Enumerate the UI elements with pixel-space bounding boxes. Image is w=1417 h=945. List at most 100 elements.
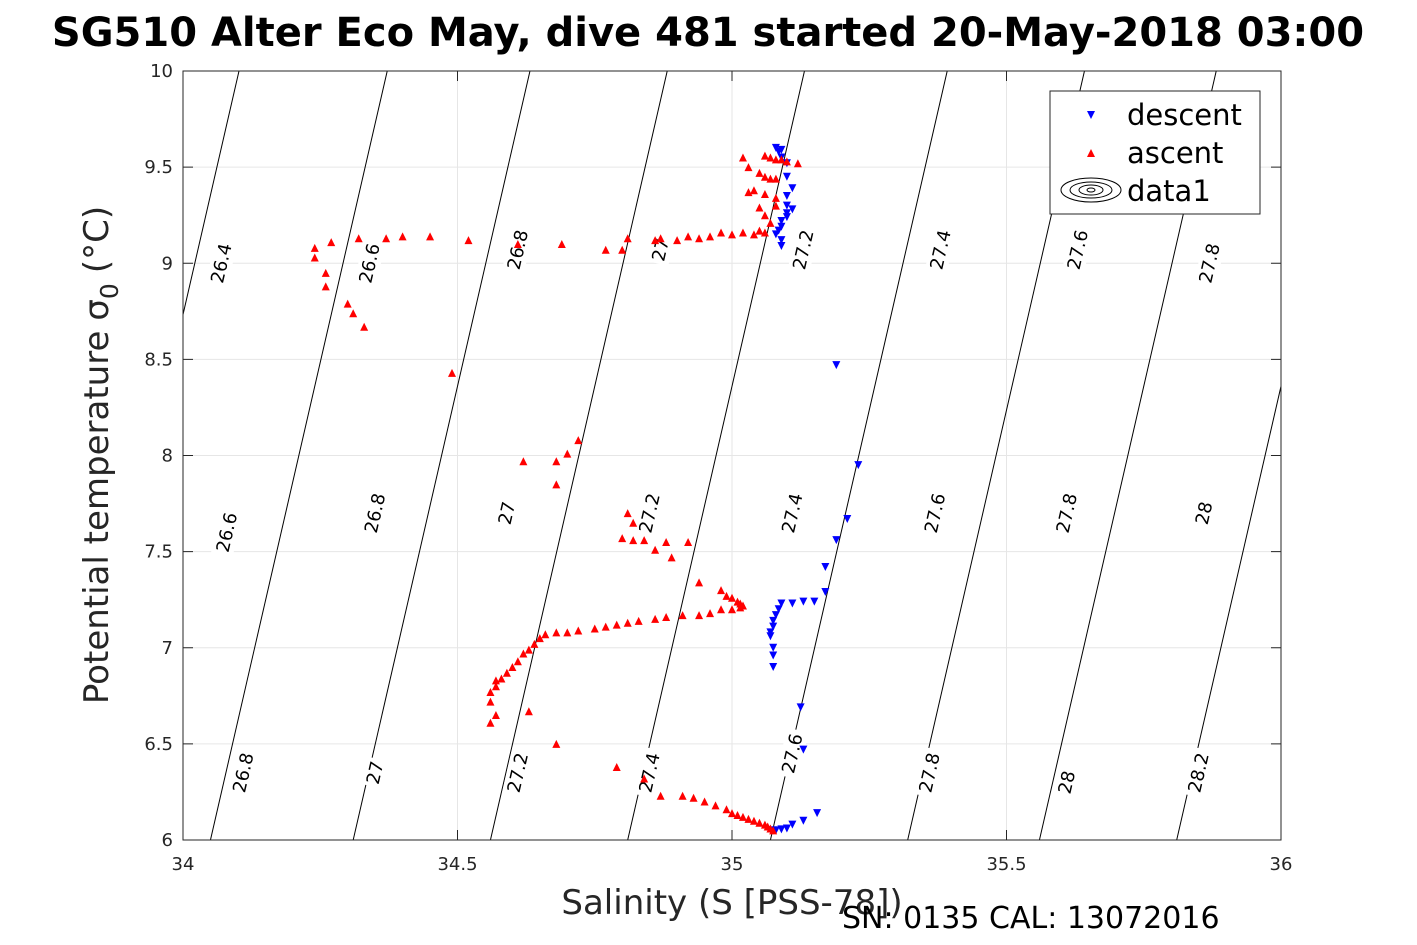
- ascent-point: [760, 172, 769, 181]
- isopycnal-label: 27.4: [633, 746, 666, 799]
- descent-point: [821, 563, 830, 572]
- x-tick-label: 34: [172, 854, 195, 875]
- ascent-point: [563, 449, 572, 458]
- ascent-point: [651, 614, 660, 623]
- descent-point: [788, 820, 797, 829]
- ascent-point: [448, 368, 457, 377]
- isopycnal-label-bg: [353, 237, 386, 290]
- ascent-point: [769, 826, 778, 835]
- isopycnal-label-bg: [501, 746, 534, 799]
- ascent-point: [782, 157, 791, 166]
- ascent-point: [557, 240, 566, 249]
- ascent-point: [744, 163, 753, 172]
- ascent-point: [524, 645, 533, 654]
- ascent-point: [722, 805, 731, 814]
- legend: descent ascent data1: [1049, 90, 1261, 215]
- isopycnal-27: [352, 71, 531, 840]
- isopycnal-label: 27: [361, 756, 390, 789]
- x-tick-label: 36: [1270, 854, 1293, 875]
- x-tick-label: 35: [721, 854, 744, 875]
- ascent-point: [623, 509, 632, 518]
- ascent-point: [662, 612, 671, 621]
- ascent-point: [771, 201, 780, 210]
- isopycnal-label-bg: [493, 497, 521, 530]
- ascent-point: [678, 611, 687, 620]
- descent-point: [788, 205, 797, 214]
- ascent-point: [689, 793, 698, 802]
- y-tick-label: 6: [162, 830, 173, 851]
- ascent-point: [519, 457, 528, 466]
- y-axis-label-unit: (°C): [77, 206, 117, 273]
- isopycnal-label: 27.2: [787, 223, 820, 276]
- isopycnal-label-bg: [787, 223, 820, 276]
- data-points: [310, 143, 863, 835]
- ascent-point: [667, 553, 676, 562]
- ascent-point: [574, 626, 583, 635]
- ascent-point: [349, 309, 358, 318]
- descent-point: [769, 643, 778, 652]
- descent-point: [777, 599, 786, 608]
- legend-box: [1049, 90, 1261, 215]
- descent-point: [777, 241, 786, 250]
- descent-point: [832, 536, 841, 545]
- ascent-point: [310, 253, 319, 262]
- x-tick-label: 35.5: [986, 854, 1026, 875]
- descent-point: [796, 703, 805, 712]
- ascent-point: [524, 707, 533, 716]
- descent-point: [777, 236, 786, 245]
- ascent-point: [766, 174, 775, 183]
- isopycnal-label-bg: [227, 746, 260, 799]
- y-tick-label: 9.5: [144, 157, 173, 178]
- ascent-point: [612, 620, 621, 629]
- x-axis-label: Salinity (S [PSS-78]): [561, 883, 902, 923]
- ascent-point: [706, 232, 715, 241]
- descent-point: [782, 824, 791, 833]
- ascent-point: [755, 203, 764, 212]
- ascent-point: [623, 618, 632, 627]
- x-tick-label: 34.5: [437, 854, 477, 875]
- ascent-point: [327, 238, 336, 247]
- y-tick-label: 6.5: [144, 734, 173, 755]
- descent-point: [843, 514, 852, 523]
- isopycnal-label-bg: [776, 727, 809, 780]
- y-axis-label: Potential temperature σ0 (°C): [77, 206, 124, 704]
- ascent-point: [398, 232, 407, 241]
- descent-point: [774, 605, 783, 614]
- ascent-point: [464, 236, 473, 245]
- isopycnal-label-bg: [205, 237, 238, 290]
- ascent-point: [502, 668, 511, 677]
- isopycnal-26-8: [209, 71, 388, 840]
- ascent-point: [535, 634, 544, 643]
- ascent-point: [695, 234, 704, 243]
- ascent-point: [771, 174, 780, 183]
- descent-point: [769, 662, 778, 671]
- ascent-point: [491, 676, 500, 685]
- ascent-point: [360, 322, 369, 331]
- descent-point: [782, 191, 791, 200]
- legend-data1-label: data1: [1127, 174, 1211, 208]
- ascent-point: [623, 234, 632, 243]
- isopycnal-27-6: [769, 71, 948, 840]
- isopycnal-label-bg: [1190, 497, 1218, 530]
- ascent-point: [552, 739, 561, 748]
- isopycnal-26-6: [183, 71, 240, 317]
- isopycnal-label-bg: [1061, 223, 1094, 276]
- ascent-point: [552, 628, 561, 637]
- ascent-point: [717, 586, 726, 595]
- ascent-point: [700, 797, 709, 806]
- ascent-point: [722, 591, 731, 600]
- isopycnal-label-bg: [919, 487, 952, 540]
- isopycnal-label: 28: [1190, 497, 1218, 530]
- serial-calibration-note: SN: 0135 CAL: 13072016: [842, 901, 1220, 936]
- ascent-point: [695, 578, 704, 587]
- y-axis-label-text: Potential temperature: [77, 331, 117, 704]
- descent-point: [782, 201, 791, 210]
- isopycnal-label-bg: [210, 506, 244, 559]
- ascent-point: [662, 538, 671, 547]
- ascent-point: [552, 457, 561, 466]
- ascent-point: [749, 230, 758, 239]
- ascent-point: [760, 228, 769, 237]
- ascent-point: [321, 282, 330, 291]
- ascent-point: [736, 603, 745, 612]
- ascent-point: [519, 649, 528, 658]
